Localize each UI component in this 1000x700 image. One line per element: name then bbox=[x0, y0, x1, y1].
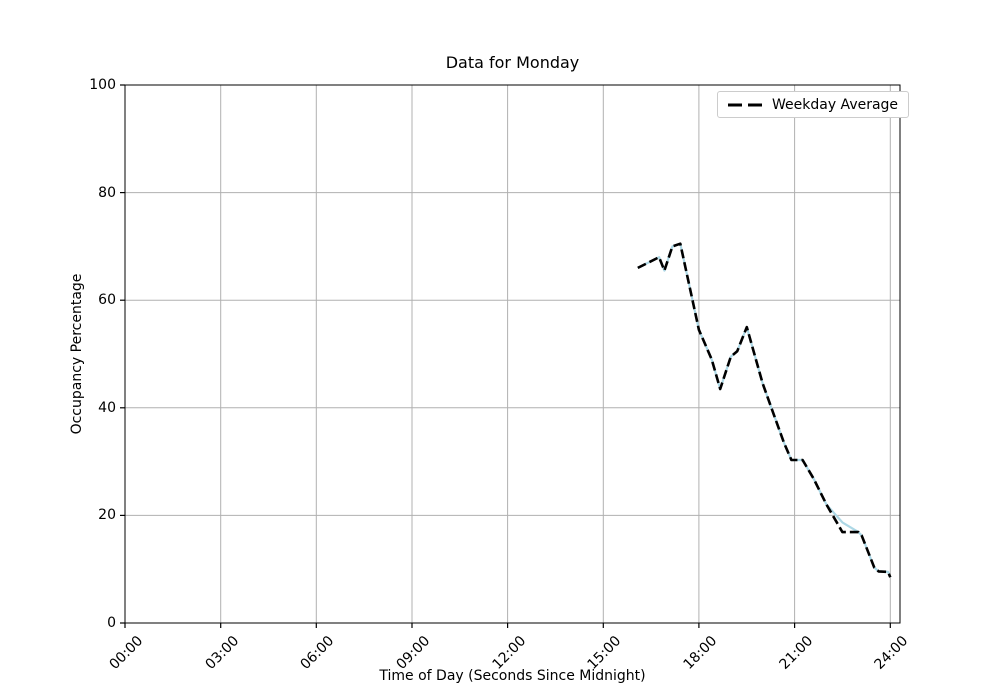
y-tick-label: 20 bbox=[98, 507, 116, 524]
series-line-weekday-average bbox=[637, 242, 892, 578]
plot-border bbox=[124, 84, 901, 624]
y-tick-label: 60 bbox=[98, 292, 116, 309]
y-tick-label: 40 bbox=[98, 399, 116, 416]
y-axis-label: Occupancy Percentage bbox=[69, 273, 85, 435]
y-tick-label: 100 bbox=[89, 77, 116, 93]
gridlines bbox=[124, 84, 900, 624]
legend-dashed-line-swatch bbox=[728, 103, 762, 106]
chart-title: Data for Monday bbox=[445, 53, 580, 72]
series-line-monday bbox=[637, 242, 892, 578]
legend: Weekday Average bbox=[717, 91, 910, 118]
tick-marks bbox=[120, 84, 891, 628]
data-series bbox=[637, 242, 892, 578]
x-axis-label: Time of Day (Seconds Since Midnight) bbox=[379, 668, 646, 684]
legend-entry-label: Weekday Average bbox=[772, 96, 899, 113]
y-tick-label: 0 bbox=[107, 615, 116, 631]
y-tick-label: 80 bbox=[98, 184, 116, 201]
